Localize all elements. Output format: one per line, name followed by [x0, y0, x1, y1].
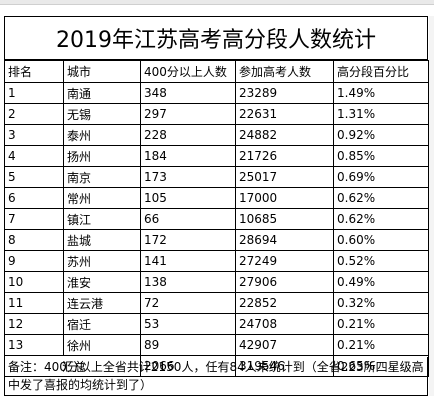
cell-high-score-count: 138: [140, 271, 236, 293]
cell-participants: 22852: [235, 292, 334, 314]
cell-participants: 23289: [235, 82, 334, 104]
cell-city: 淮安: [63, 271, 141, 293]
sheet-top-border: [0, 0, 434, 5]
table-row: 4 扬州 184 21726 0.85%: [4, 145, 429, 167]
cell-high-score-count: 141: [140, 250, 236, 272]
table-row: 11 连云港 72 22852 0.32%: [4, 292, 429, 314]
total-label: 汇总: [4, 355, 141, 377]
cell-high-score-count: 228: [140, 124, 236, 146]
cell-high-score-count: 66: [140, 208, 236, 230]
total-participants: 319546: [235, 355, 334, 377]
cell-rank: 3: [4, 124, 64, 146]
cell-high-score-count: 173: [140, 166, 236, 188]
table-row: 7 镇江 66 10685 0.62%: [4, 208, 429, 230]
sheet-right-edge: [429, 16, 434, 396]
cell-rank: 1: [4, 82, 64, 104]
total-row: 汇总 2066 319546 0.65%: [4, 355, 429, 377]
cell-participants: 21726: [235, 145, 334, 167]
cell-high-score-count: 172: [140, 229, 236, 251]
cell-participants: 42907: [235, 334, 334, 356]
cell-high-score-count: 53: [140, 313, 236, 335]
stats-table: 排名 城市 400分以上人数 参加高考人数 高分段百分比 1 南通 348 23289…: [4, 60, 429, 377]
cell-city: 扬州: [63, 145, 141, 167]
cell-rank: 11: [4, 292, 64, 314]
cell-rank: 4: [4, 145, 64, 167]
cell-rank: 12: [4, 313, 64, 335]
cell-percent: 0.21%: [333, 313, 429, 335]
cell-city: 南通: [63, 82, 141, 104]
cell-city: 连云港: [63, 292, 141, 314]
cell-city: 泰州: [63, 124, 141, 146]
table-row: 10 淮安 138 27906 0.49%: [4, 271, 429, 293]
cell-percent: 0.60%: [333, 229, 429, 251]
cell-city: 镇江: [63, 208, 141, 230]
cell-participants: 28694: [235, 229, 334, 251]
cell-high-score-count: 105: [140, 187, 236, 209]
cell-high-score-count: 348: [140, 82, 236, 104]
table-row: 5 南京 173 25017 0.69%: [4, 166, 429, 188]
header-participants: 参加高考人数: [235, 60, 334, 83]
total-percent: 0.65%: [333, 355, 429, 377]
table-row: 13 徐州 89 42907 0.21%: [4, 334, 429, 356]
cell-rank: 6: [4, 187, 64, 209]
cell-participants: 24882: [235, 124, 334, 146]
cell-high-score-count: 89: [140, 334, 236, 356]
cell-high-score-count: 72: [140, 292, 236, 314]
cell-percent: 1.49%: [333, 82, 429, 104]
cell-percent: 0.49%: [333, 271, 429, 293]
header-row: 排名 城市 400分以上人数 参加高考人数 高分段百分比: [4, 60, 429, 83]
header-percent: 高分段百分比: [333, 60, 429, 83]
header-high-score-count: 400分以上人数: [140, 60, 236, 83]
table-title: 2019年江苏高考高分段人数统计: [4, 16, 428, 60]
cell-percent: 0.32%: [333, 292, 429, 314]
cell-percent: 0.62%: [333, 187, 429, 209]
cell-city: 无锡: [63, 103, 141, 125]
cell-participants: 27249: [235, 250, 334, 272]
table-row: 8 盐城 172 28694 0.60%: [4, 229, 429, 251]
cell-percent: 0.85%: [333, 145, 429, 167]
cell-percent: 0.21%: [333, 334, 429, 356]
table-row: 1 南通 348 23289 1.49%: [4, 82, 429, 104]
cell-city: 南京: [63, 166, 141, 188]
cell-city: 宿迁: [63, 313, 141, 335]
stats-table-body: 排名 城市 400分以上人数 参加高考人数 高分段百分比 1 南通 348 23289…: [4, 60, 429, 377]
header-rank: 排名: [4, 60, 64, 83]
cell-percent: 0.52%: [333, 250, 429, 272]
table-row: 12 宿迁 53 24708 0.21%: [4, 313, 429, 335]
cell-participants: 10685: [235, 208, 334, 230]
cell-rank: 8: [4, 229, 64, 251]
cell-city: 徐州: [63, 334, 141, 356]
cell-high-score-count: 297: [140, 103, 236, 125]
cell-participants: 24708: [235, 313, 334, 335]
cell-city: 常州: [63, 187, 141, 209]
header-city: 城市: [63, 60, 141, 83]
cell-percent: 0.62%: [333, 208, 429, 230]
cell-rank: 5: [4, 166, 64, 188]
cell-rank: 10: [4, 271, 64, 293]
cell-participants: 27906: [235, 271, 334, 293]
table-row: 3 泰州 228 24882 0.92%: [4, 124, 429, 146]
cell-percent: 0.69%: [333, 166, 429, 188]
cell-percent: 1.31%: [333, 103, 429, 125]
cell-rank: 13: [4, 334, 64, 356]
footnote: 备注：400分以上全省共计2150人，任有84人未统计到（全省223所四星级高中…: [4, 357, 428, 396]
cell-rank: 2: [4, 103, 64, 125]
table-row: 6 常州 105 17000 0.62%: [4, 187, 429, 209]
cell-rank: 7: [4, 208, 64, 230]
cell-city: 苏州: [63, 250, 141, 272]
cell-participants: 17000: [235, 187, 334, 209]
cell-city: 盐城: [63, 229, 141, 251]
cell-participants: 22631: [235, 103, 334, 125]
cell-percent: 0.92%: [333, 124, 429, 146]
cell-high-score-count: 184: [140, 145, 236, 167]
table-row: 2 无锡 297 22631 1.31%: [4, 103, 429, 125]
table-row: 9 苏州 141 27249 0.52%: [4, 250, 429, 272]
cell-participants: 25017: [235, 166, 334, 188]
cell-rank: 9: [4, 250, 64, 272]
